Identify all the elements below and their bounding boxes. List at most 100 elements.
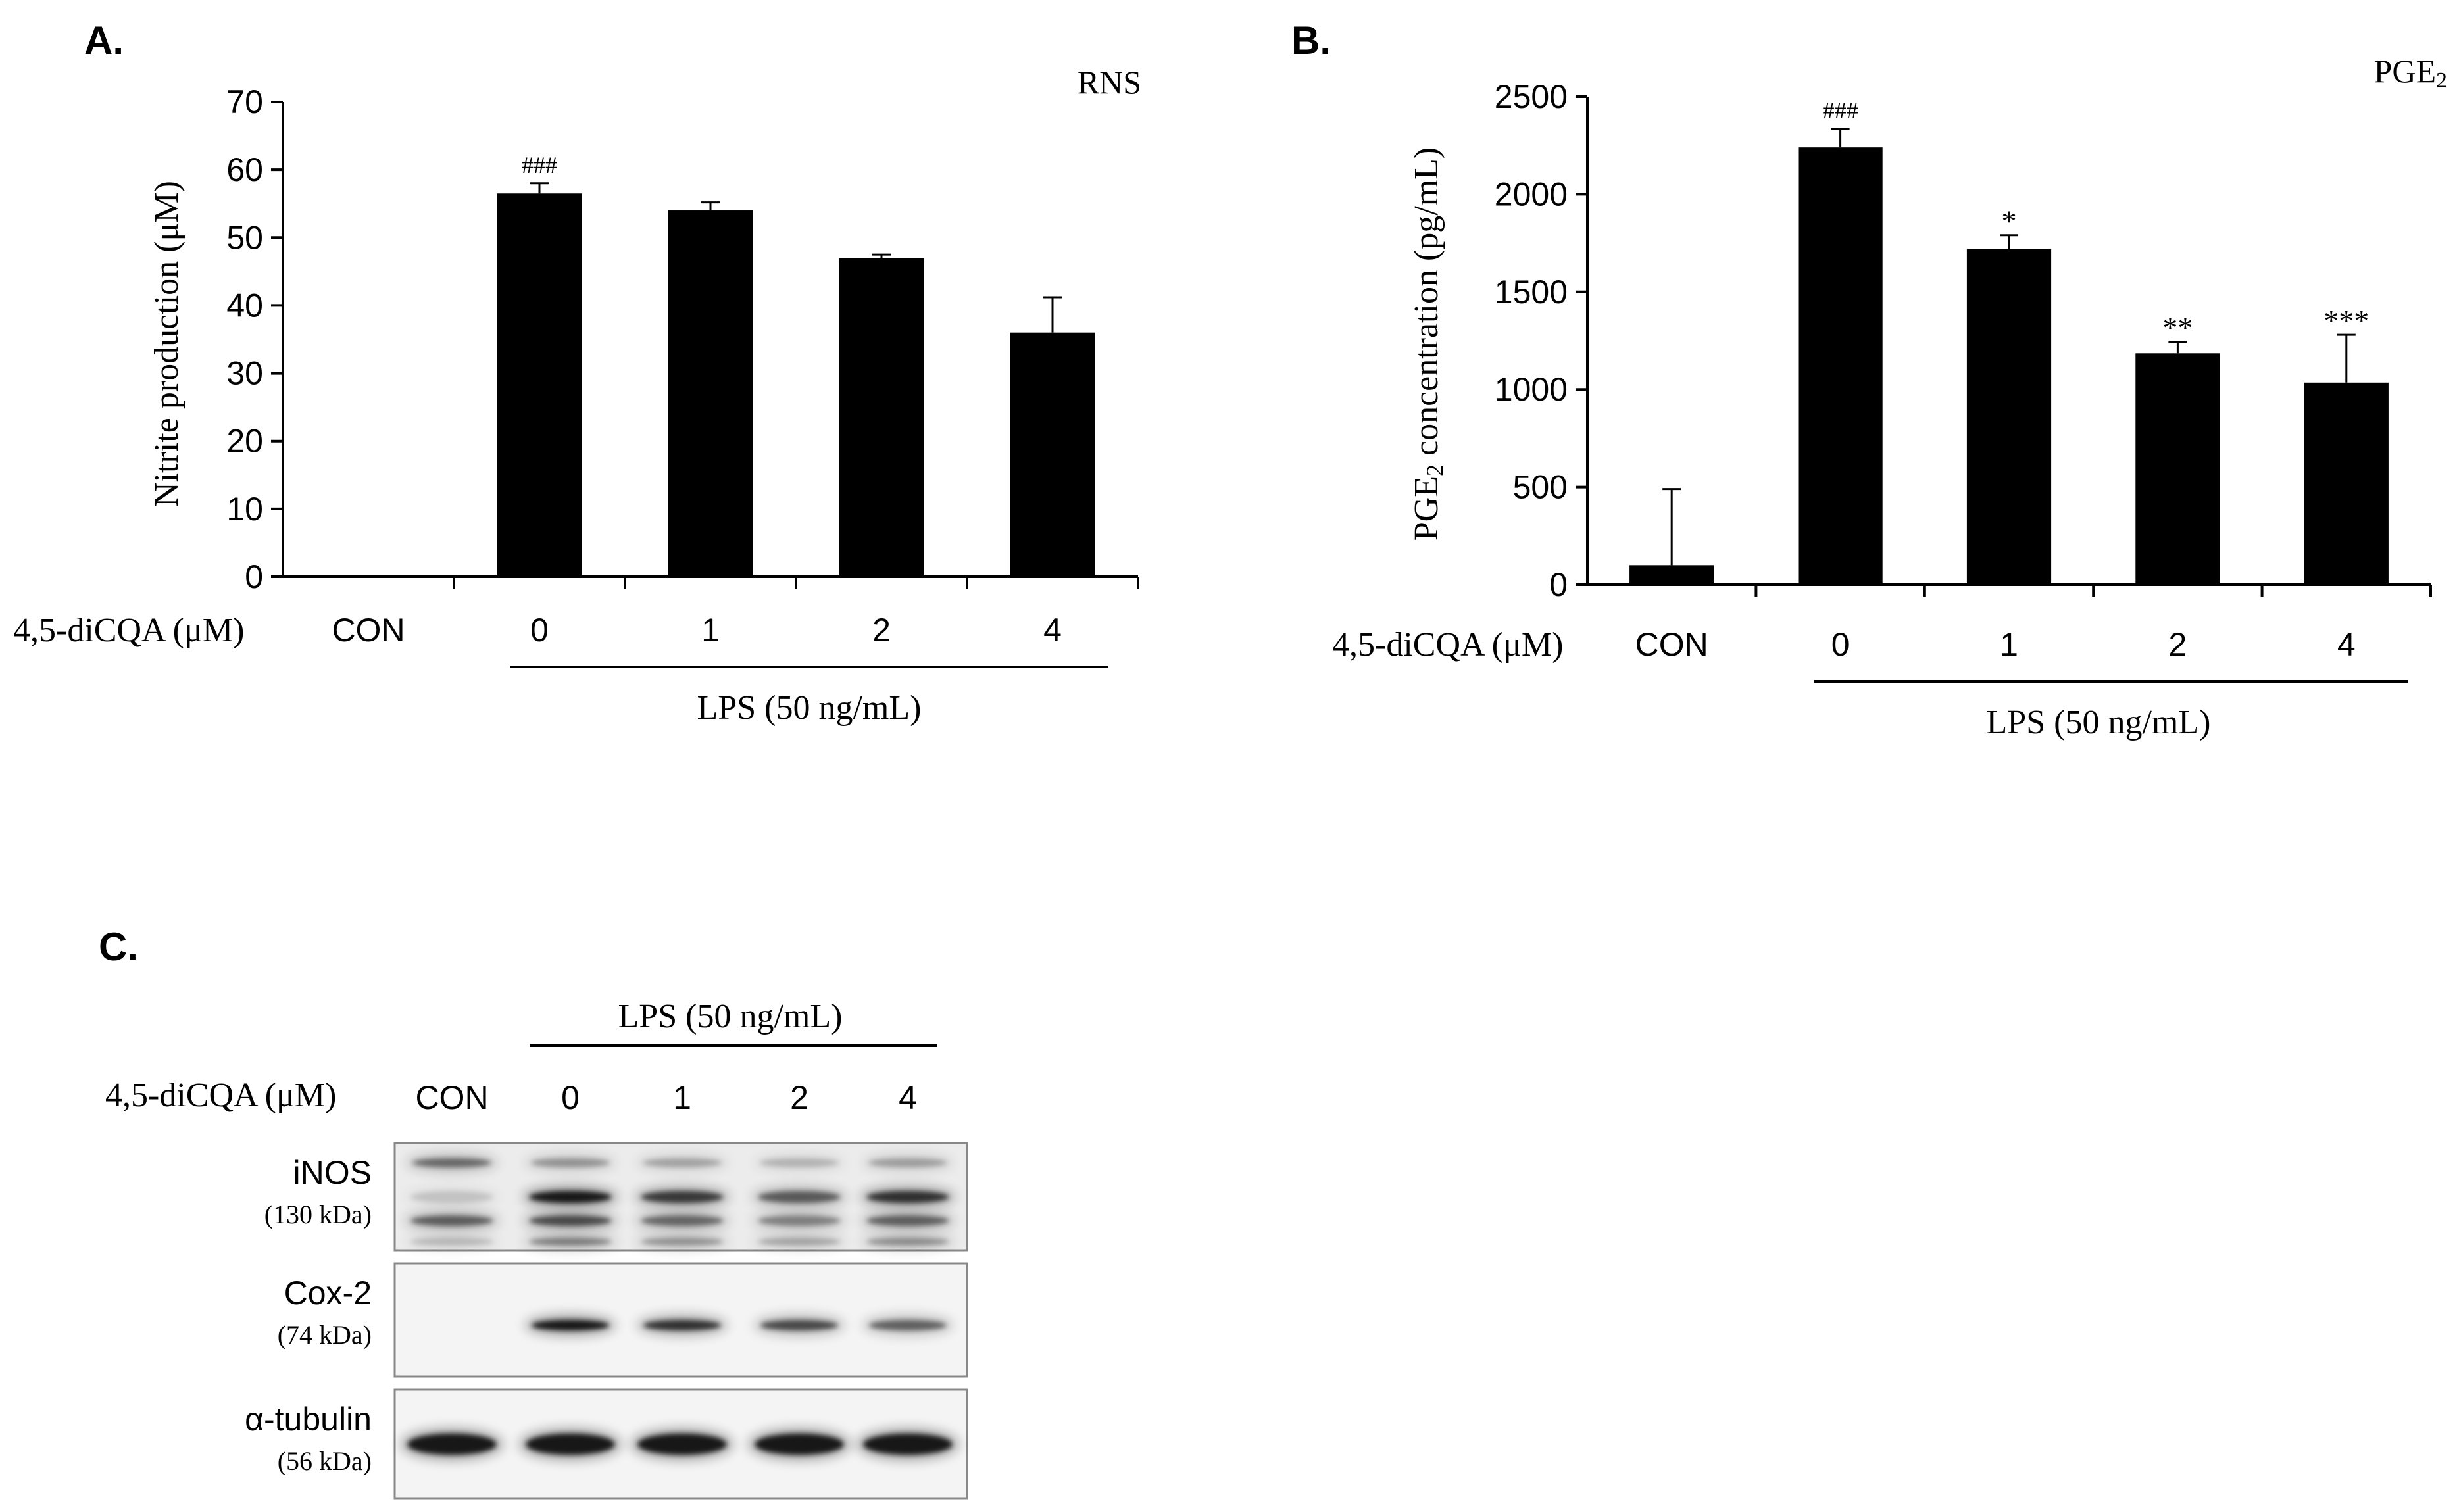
blot-band — [755, 1434, 844, 1455]
a-category-label: CON — [332, 612, 405, 648]
blot-band — [866, 1191, 949, 1203]
a-significance-label: ### — [522, 152, 557, 178]
blot-band — [410, 1191, 493, 1203]
b-y-tick-label: 1000 — [1495, 371, 1568, 408]
a-bar-0 — [497, 193, 582, 577]
b-category-label: 2 — [2168, 626, 2187, 663]
blot-band — [410, 1215, 493, 1226]
blot-band — [869, 1320, 947, 1330]
b-category-label: CON — [1635, 626, 1708, 663]
blot-band — [410, 1238, 493, 1246]
panel-a-y-axis-label: Nitrite production (μM) — [148, 181, 186, 507]
a-category-label: 4 — [1043, 612, 1062, 648]
a-bar-CON — [326, 577, 411, 578]
b-category-label: 4 — [2337, 626, 2356, 663]
b-y-tick-label: 1500 — [1495, 274, 1568, 310]
panel-a-annotations: ### — [522, 152, 557, 178]
panel-c-letter: C. — [99, 925, 138, 969]
b-significance-label: ** — [2162, 310, 2193, 344]
panel-b-lps-label: LPS (50 ng/mL) — [1987, 704, 2211, 741]
blot-molecular-weight: (74 kDa) — [278, 1320, 372, 1350]
b-category-label: 0 — [1831, 626, 1850, 663]
b-significance-label: * — [2002, 205, 2017, 238]
a-y-tick-label: 70 — [226, 84, 263, 120]
panel-c-lps-label: LPS (50 ng/mL) — [618, 998, 843, 1035]
blot-band — [529, 1215, 612, 1226]
panel-c-treatment-label: 4,5-diCQA (μM) — [105, 1077, 336, 1114]
a-bar-4 — [1010, 332, 1095, 577]
panel-b-error-bars — [1662, 128, 2356, 566]
panel-c: C. LPS (50 ng/mL) 4,5-diCQA (μM) CON 0 1 2 4… — [99, 925, 968, 1500]
a-category-label: 2 — [872, 612, 891, 648]
b-y-tick-label: 0 — [1549, 566, 1568, 603]
b-bar-0 — [1798, 147, 1883, 585]
blot-band — [643, 1320, 721, 1330]
panel-b-ylabel-sub: 2 — [1422, 464, 1448, 476]
panel-b-corner-label-sub: 2 — [2436, 68, 2447, 93]
blot-band — [758, 1191, 841, 1203]
panel-c-lane-labels: CON 0 1 2 4 — [415, 1079, 916, 1116]
blot-band — [641, 1238, 724, 1246]
b-bar-2 — [2135, 353, 2220, 585]
b-bar-4 — [2304, 382, 2389, 585]
blot-band — [407, 1434, 497, 1455]
b-bar-1 — [1966, 249, 2052, 585]
panel-c-lane-label: 4 — [899, 1079, 917, 1116]
blot-molecular-weight: (130 kDa) — [264, 1200, 372, 1229]
blot-band — [529, 1238, 612, 1246]
b-significance-label: ### — [1823, 97, 1858, 124]
blot-band — [760, 1158, 839, 1167]
blot-protein-name: α-tubulin — [245, 1401, 372, 1438]
blot-band — [866, 1238, 949, 1246]
panel-c-lane-label: 0 — [561, 1079, 580, 1116]
panel-b: B. PGE2 PGE2 concentration (pg/mL) 05001… — [1291, 18, 2447, 741]
a-y-tick-label: 40 — [226, 287, 263, 324]
b-y-tick-label: 2500 — [1495, 78, 1568, 115]
blot-band — [643, 1158, 722, 1167]
panel-b-corner-label: PGE2 — [2374, 53, 2447, 93]
blot-band — [641, 1191, 724, 1203]
blot-inos: iNOS (130 kDa) — [264, 1142, 968, 1252]
a-y-tick-label: 60 — [226, 151, 263, 188]
panel-b-annotations: ###*** *** — [1823, 97, 2370, 345]
panel-a-y-ticks: 0 10 20 30 40 50 60 70 — [226, 84, 283, 595]
a-y-tick-label: 50 — [226, 219, 263, 256]
b-y-tick-label: 500 — [1513, 469, 1568, 506]
panel-c-lane-label: 1 — [673, 1079, 691, 1116]
a-y-tick-label: 20 — [226, 423, 263, 460]
panel-b-bars — [1629, 147, 2389, 585]
panel-b-letter: B. — [1291, 18, 1331, 62]
panel-a-bars — [326, 193, 1095, 578]
a-bar-2 — [839, 258, 924, 577]
panel-b-ylabel-part1: PGE — [1408, 476, 1445, 541]
a-y-tick-label: 10 — [226, 491, 263, 527]
panel-a: A. RNS Nitrite production (μM) 010203040… — [13, 18, 1141, 727]
blot-band — [526, 1434, 615, 1455]
a-y-tick-label: 0 — [245, 558, 263, 595]
blot-band — [863, 1434, 953, 1455]
blot-band — [758, 1215, 841, 1226]
panel-b-y-ticks: 0 500 1000 1500 2000 2500 — [1495, 78, 1587, 603]
blot-alpha-tubulin: α-tubulin (56 kDa) — [245, 1388, 968, 1500]
blot-band — [760, 1320, 838, 1330]
blot-protein-name: Cox-2 — [284, 1275, 372, 1311]
blot-band — [758, 1238, 841, 1246]
panel-a-corner-label: RNS — [1078, 64, 1141, 101]
blot-band — [641, 1215, 724, 1226]
blot-cox-2: Cox-2 (74 kDa) — [278, 1262, 968, 1378]
blot-band — [412, 1158, 491, 1167]
blot-band — [531, 1158, 610, 1167]
a-category-label: 1 — [701, 612, 720, 648]
panel-a-letter: A. — [84, 18, 124, 62]
a-bar-1 — [668, 210, 753, 577]
a-category-label: 0 — [530, 612, 549, 648]
b-y-tick-label: 2000 — [1495, 176, 1568, 212]
blot-protein-name: iNOS — [293, 1154, 372, 1191]
panel-a-lps-label: LPS (50 ng/mL) — [697, 689, 922, 727]
b-category-label: 1 — [2000, 626, 2018, 663]
panel-a-error-bars — [530, 182, 1062, 333]
blot-band — [868, 1158, 947, 1167]
panel-b-category-labels: CON 0 1 2 4 — [1635, 626, 2356, 663]
panel-a-category-labels: CON 0 1 2 4 — [332, 612, 1061, 648]
a-y-tick-label: 30 — [226, 355, 263, 392]
